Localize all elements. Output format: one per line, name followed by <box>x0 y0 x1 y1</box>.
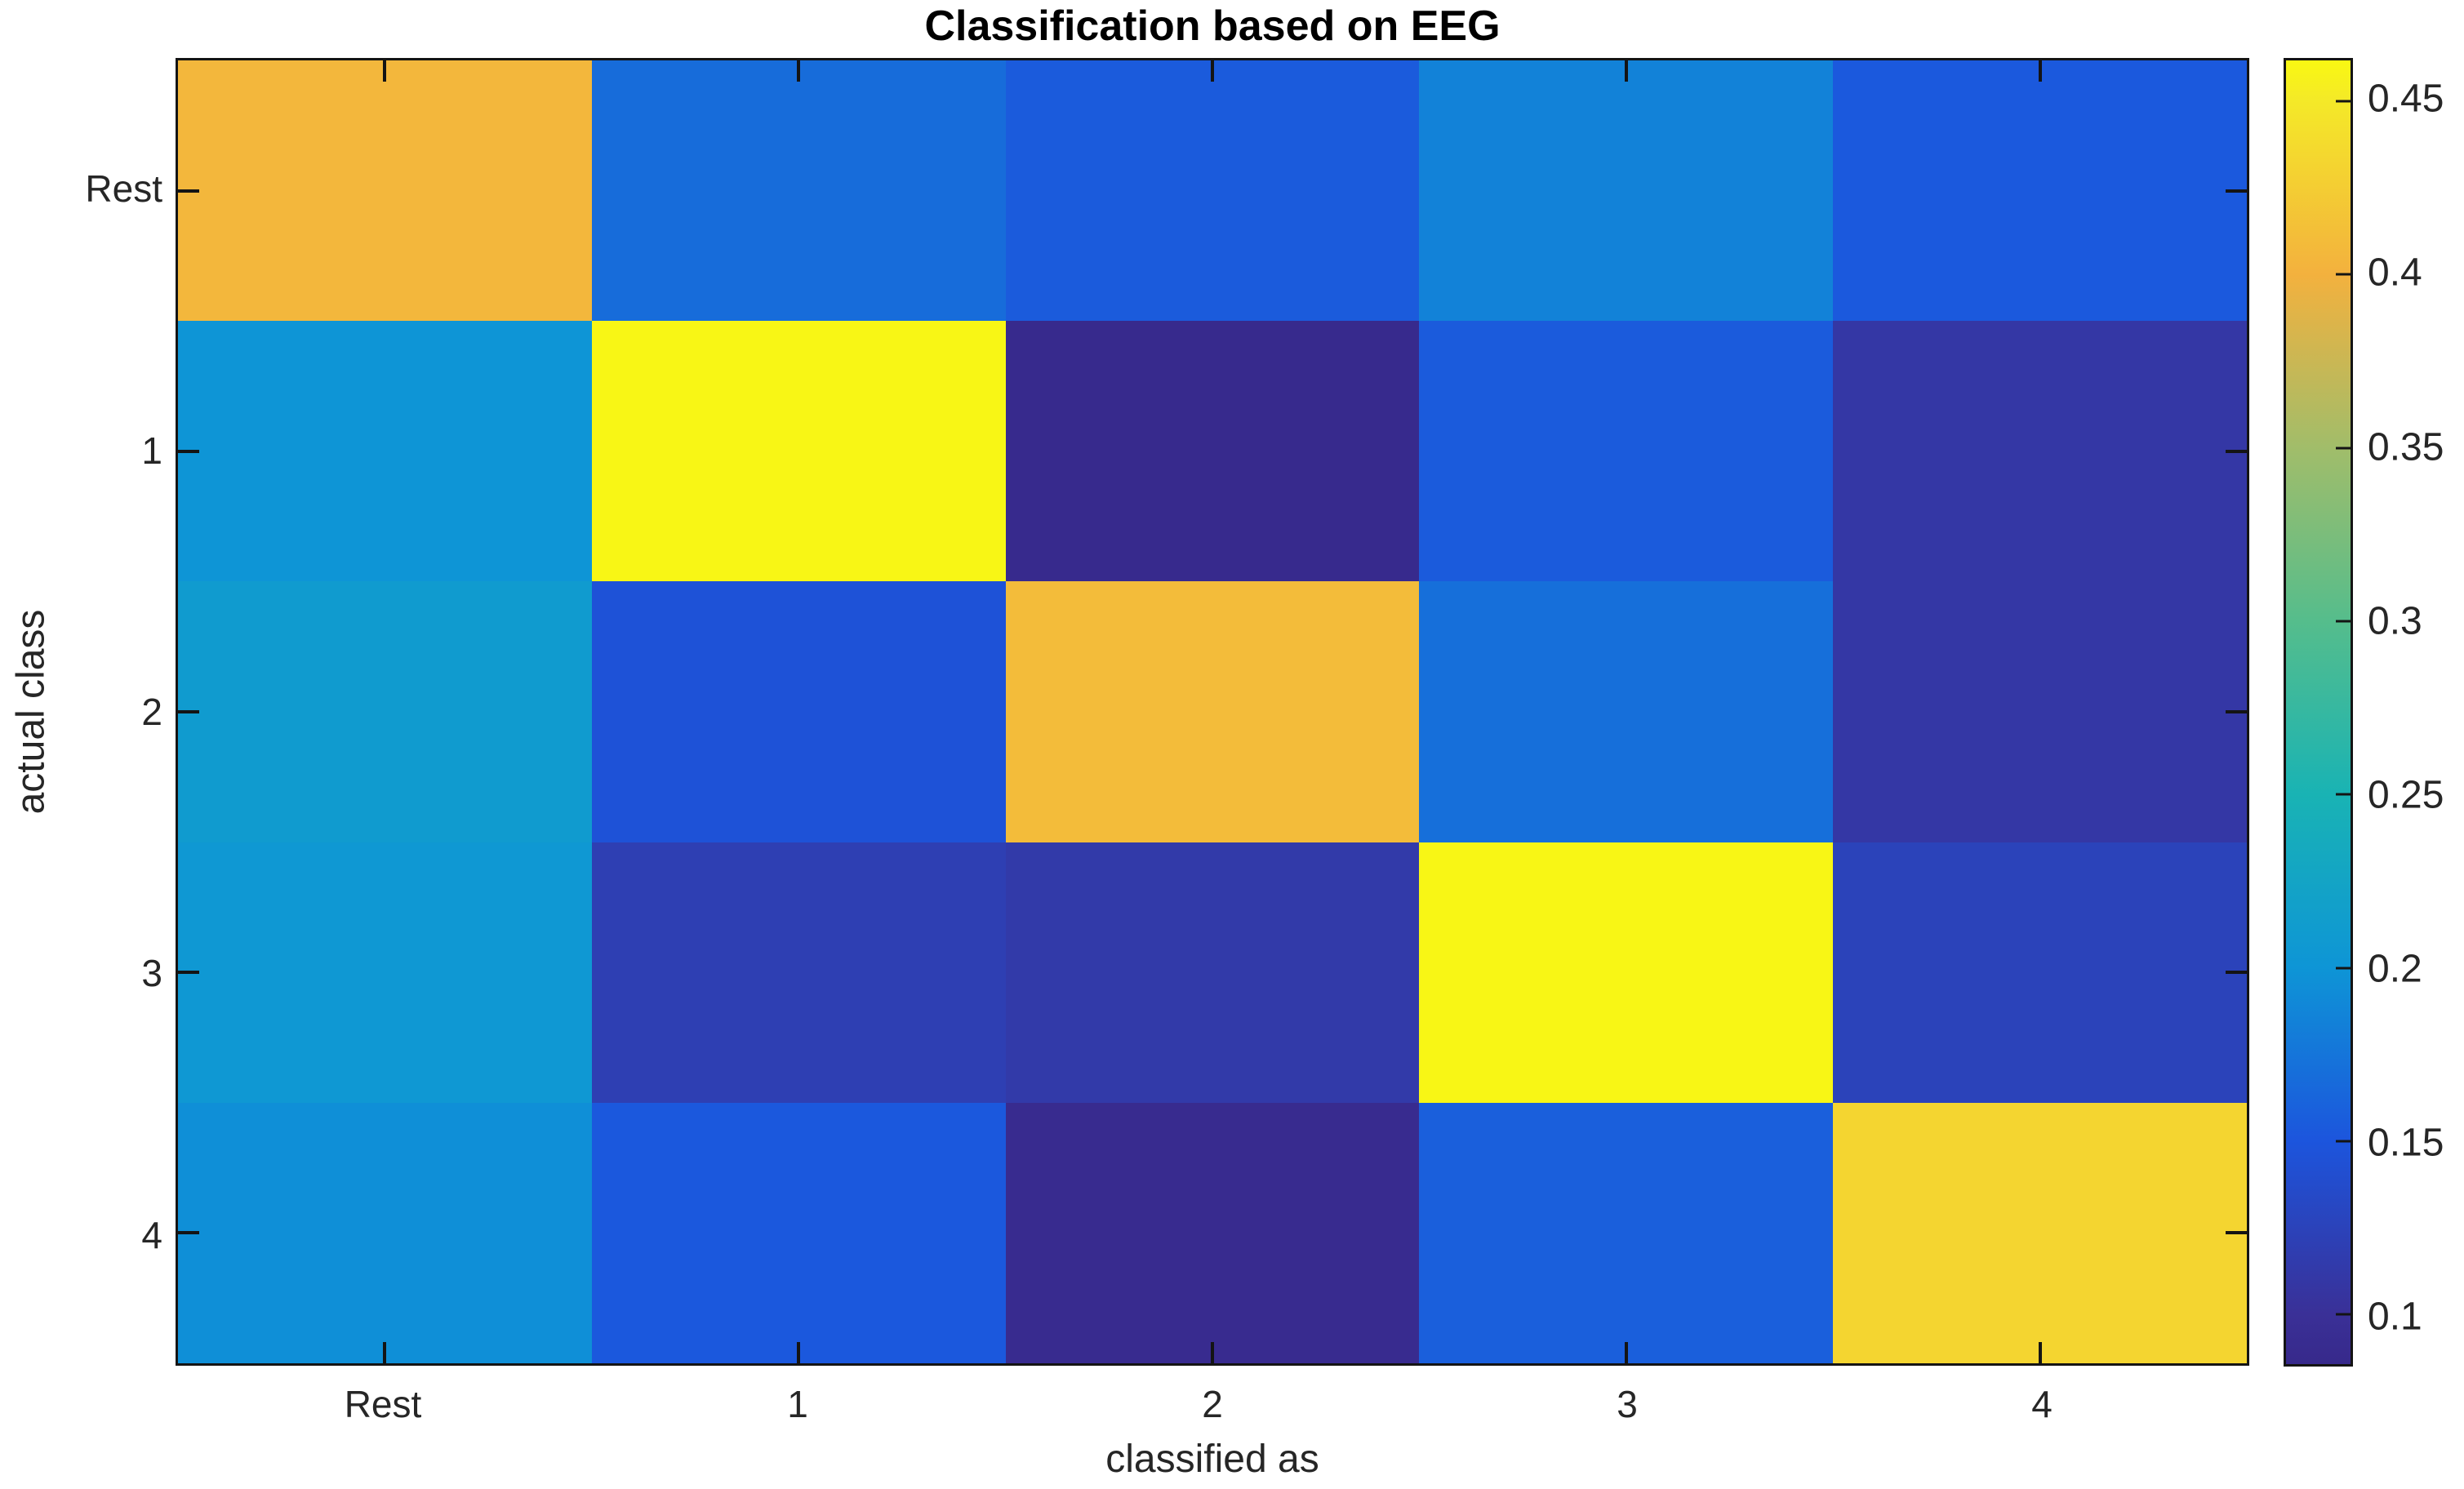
y-tick-mark-left <box>178 971 199 975</box>
colorbar-tick-labels: 0.1 0.15 0.2 0.25 0.3 0.35 0.4 0.45 <box>2368 58 2464 1367</box>
colorbar-tick-mark <box>2336 273 2351 276</box>
x-tick-label-4: 4 <box>2031 1383 2053 1425</box>
heatmap-cell-1-4 <box>1833 321 2247 582</box>
heatmap-cell-1-1 <box>591 321 1006 582</box>
colorbar-tick-label-0.4: 0.4 <box>2368 251 2422 295</box>
heatmap-cell-2-Rest <box>178 581 592 842</box>
x-tick-mark-bottom <box>1624 1342 1628 1363</box>
heatmap-plot-area <box>176 58 2249 1366</box>
colorbar-tick-label-0.45: 0.45 <box>2368 77 2444 121</box>
x-tick-label-2: 2 <box>1202 1383 1223 1425</box>
colorbar-tick-label-0.15: 0.15 <box>2368 1121 2444 1165</box>
heatmap-cell-4-1 <box>591 1102 1006 1363</box>
heatmap-cell-4-4 <box>1833 1102 2247 1363</box>
x-tick-label-3: 3 <box>1617 1383 1638 1425</box>
x-tick-mark-bottom <box>383 1342 387 1363</box>
x-tick-mark-bottom <box>1211 1342 1214 1363</box>
y-tick-mark-right <box>2226 449 2247 453</box>
y-tick-mark-left <box>178 189 199 193</box>
chart-title: Classification based on EEG <box>924 2 1501 50</box>
x-tick-mark-top <box>383 60 387 82</box>
x-axis-title: classified as <box>1105 1438 1319 1481</box>
colorbar-tick-label-0.1: 0.1 <box>2368 1295 2422 1339</box>
x-tick-label-1: 1 <box>787 1383 808 1425</box>
y-tick-mark-right <box>2226 189 2247 193</box>
heatmap-cell-2-2 <box>1005 581 1420 842</box>
x-tick-labels: Rest 1 2 3 4 <box>176 1378 2249 1430</box>
heatmap-cell-3-3 <box>1419 842 1834 1103</box>
y-tick-mark-left <box>178 449 199 453</box>
y-tick-labels: Rest 1 2 3 4 <box>0 58 162 1366</box>
heatmap-cell-3-1 <box>591 842 1006 1103</box>
heatmap-cell-4-2 <box>1005 1102 1420 1363</box>
heatmap-cell-3-2 <box>1005 842 1420 1103</box>
x-tick-mark-top <box>1211 60 1214 82</box>
y-tick-mark-right <box>2226 710 2247 713</box>
x-tick-label-Rest: Rest <box>344 1383 422 1425</box>
colorbar-tick-label-0.35: 0.35 <box>2368 425 2444 469</box>
y-tick-mark-right <box>2226 1231 2247 1235</box>
heatmap-cell-1-3 <box>1419 321 1834 582</box>
x-tick-mark-top <box>2038 60 2042 82</box>
heatmap-cell-Rest-3 <box>1419 60 1834 322</box>
y-tick-label-2: 2 <box>141 691 162 733</box>
colorbar-tick-mark <box>2336 967 2351 970</box>
colorbar <box>2284 58 2353 1367</box>
heatmap-cell-1-Rest <box>178 321 592 582</box>
heatmap-cell-Rest-1 <box>591 60 1006 322</box>
colorbar-tick-label-0.25: 0.25 <box>2368 773 2444 817</box>
colorbar-tick-mark <box>2336 620 2351 623</box>
y-tick-mark-right <box>2226 971 2247 975</box>
colorbar-tick-mark <box>2336 1313 2351 1316</box>
y-tick-label-4: 4 <box>141 1213 162 1256</box>
x-tick-mark-bottom <box>2038 1342 2042 1363</box>
y-tick-label-1: 1 <box>141 429 162 472</box>
colorbar-tick-mark <box>2336 1140 2351 1143</box>
heatmap-cell-3-4 <box>1833 842 2247 1103</box>
colorbar-tick-mark <box>2336 447 2351 450</box>
heatmap-cell-Rest-2 <box>1005 60 1420 322</box>
x-tick-mark-top <box>1624 60 1628 82</box>
colorbar-tick-mark <box>2336 793 2351 796</box>
y-tick-label-3: 3 <box>141 952 162 995</box>
heatmap-cell-Rest-4 <box>1833 60 2247 322</box>
colorbar-tick-label-0.2: 0.2 <box>2368 947 2422 991</box>
y-tick-label-Rest: Rest <box>85 167 162 211</box>
heatmap-cell-2-3 <box>1419 581 1834 842</box>
heatmap-cell-Rest-Rest <box>178 60 592 322</box>
heatmap-cell-3-Rest <box>178 842 592 1103</box>
heatmap-cell-4-3 <box>1419 1102 1834 1363</box>
colorbar-tick-label-0.3: 0.3 <box>2368 599 2422 643</box>
colorbar-tick-mark <box>2336 100 2351 103</box>
heatmap-cell-2-1 <box>591 581 1006 842</box>
heatmap-cell-1-2 <box>1005 321 1420 582</box>
y-tick-mark-left <box>178 710 199 713</box>
x-tick-mark-top <box>797 60 801 82</box>
x-tick-mark-bottom <box>797 1342 801 1363</box>
y-tick-mark-left <box>178 1231 199 1235</box>
heatmap-cell-4-Rest <box>178 1102 592 1363</box>
heatmap-cell-2-4 <box>1833 581 2247 842</box>
